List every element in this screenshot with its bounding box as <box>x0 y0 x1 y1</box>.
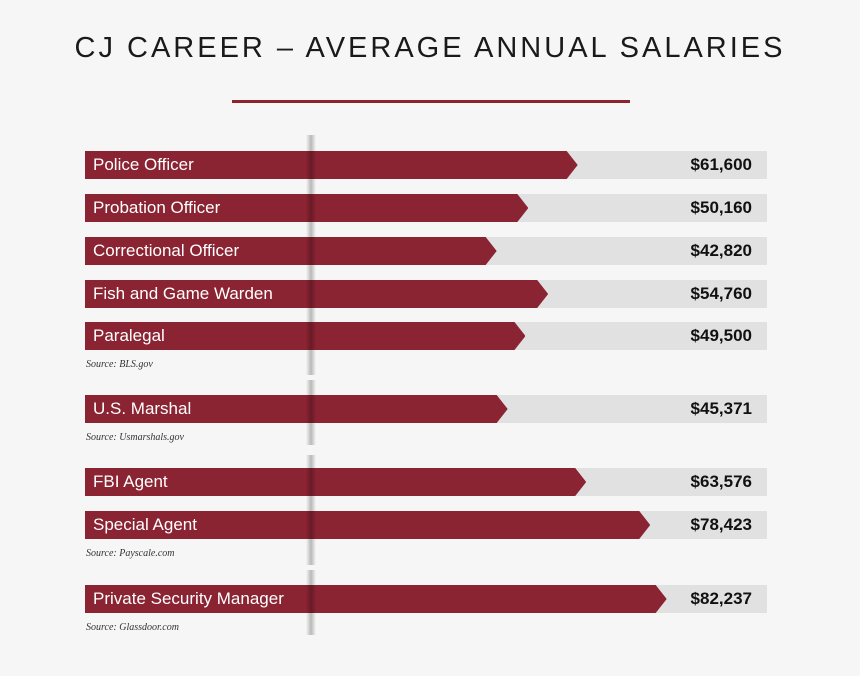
value-label: $82,237 <box>690 589 752 608</box>
value-label: $49,500 <box>690 326 752 345</box>
bar <box>85 322 526 350</box>
bar-label: Private Security Manager <box>93 589 284 608</box>
bar <box>85 585 667 613</box>
bar-label: Police Officer <box>93 155 194 174</box>
bar-label: Correctional Officer <box>93 241 240 260</box>
bar-row: U.S. Marshal $45,371 <box>85 395 767 423</box>
bar-row: FBI Agent $63,576 <box>85 468 767 496</box>
bar-label: Fish and Game Warden <box>93 284 273 303</box>
value-label: $63,576 <box>690 472 752 491</box>
bar-label: Probation Officer <box>93 198 221 217</box>
chart-title: CJ CAREER – AVERAGE ANNUAL SALARIES <box>74 32 786 64</box>
bar-label: U.S. Marshal <box>93 399 192 418</box>
source-note: Source: Payscale.com <box>86 548 175 559</box>
value-label: $45,371 <box>690 399 752 418</box>
bar-label: FBI Agent <box>93 472 168 491</box>
value-label: $54,760 <box>690 284 752 303</box>
bar-label: Paralegal <box>93 326 165 345</box>
bar-row: Police Officer $61,600 <box>85 151 767 179</box>
bar <box>85 194 529 222</box>
bar-row: Probation Officer $50,160 <box>85 194 767 222</box>
bar-row: Paralegal $49,500 <box>85 322 767 350</box>
bar-row: Private Security Manager $82,237 <box>85 585 767 613</box>
bar <box>85 468 587 496</box>
bar-row: Fish and Game Warden $54,760 <box>85 280 767 308</box>
source-note: Source: Usmarshals.gov <box>86 432 184 443</box>
bar-row: Special Agent $78,423 <box>85 511 767 539</box>
value-label: $78,423 <box>690 515 752 534</box>
value-label: $42,820 <box>690 241 752 260</box>
bar <box>85 511 651 539</box>
bar-row: Correctional Officer $42,820 <box>85 237 767 265</box>
bar <box>85 151 578 179</box>
bar <box>85 237 497 265</box>
title-divider <box>232 100 630 103</box>
bar-label: Special Agent <box>93 515 197 534</box>
source-note: Source: BLS.gov <box>86 359 153 370</box>
bar <box>85 395 508 423</box>
value-label: $50,160 <box>690 198 752 217</box>
value-label: $61,600 <box>690 155 752 174</box>
bar <box>85 280 549 308</box>
source-note: Source: Glassdoor.com <box>86 622 179 633</box>
